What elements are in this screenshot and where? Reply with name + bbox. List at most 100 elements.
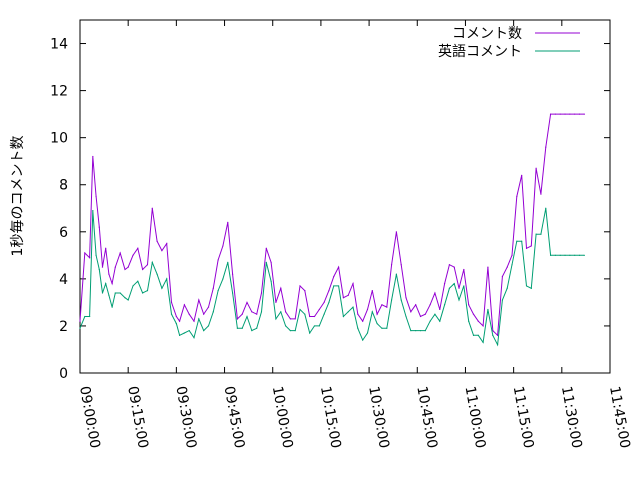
data-point-1 [265,261,267,263]
data-point-1 [578,254,581,256]
data-point-0 [424,313,426,315]
data-point-1 [151,261,153,263]
data-point-0 [95,195,97,198]
data-point-1 [487,308,489,311]
data-point-1 [323,313,325,315]
series-line-0 [79,113,585,337]
data-point-0 [309,315,311,318]
data-point-1 [79,327,81,329]
data-point-1 [313,325,316,327]
data-point-1 [574,254,576,256]
x-tick-label: 09:45:00 [221,385,248,450]
data-point-1 [443,304,446,306]
data-point-0 [559,113,561,115]
data-point-1 [256,327,258,329]
data-point-0 [294,318,296,320]
data-point-0 [188,313,190,315]
data-point-1 [506,287,508,289]
data-point-0 [284,311,287,313]
data-point-1 [530,287,532,289]
data-point-1 [132,285,134,287]
data-point-1 [236,327,238,329]
data-point-1 [318,325,320,327]
data-point-0 [265,247,267,249]
data-point-0 [390,264,393,266]
data-point-1 [101,292,104,294]
data-point-0 [525,247,528,249]
data-point-0 [89,257,91,259]
data-point-1 [419,330,422,332]
data-point-1 [227,261,229,263]
data-point-0 [79,320,81,322]
x-tick-label: 10:00:00 [269,385,296,450]
data-point-1 [448,287,450,289]
data-point-1 [559,254,561,256]
data-point-1 [439,320,441,322]
data-point-0 [405,297,407,299]
data-point-0 [270,261,272,263]
data-point-0 [583,113,585,115]
y-tick-label: 10 [50,131,68,147]
data-point-0 [198,299,200,301]
data-point-1 [458,299,460,301]
data-point-0 [535,167,537,169]
data-point-1 [549,254,552,256]
data-point-0 [569,113,571,115]
data-point-1 [352,306,354,308]
data-point-0 [161,250,163,252]
data-point-0 [289,318,291,320]
data-point-1 [193,337,195,339]
data-point-0 [482,325,484,327]
data-point-1 [328,301,330,303]
data-point-1 [554,254,556,256]
data-point-0 [477,320,479,322]
data-point-0 [352,282,354,285]
data-point-0 [127,266,129,268]
data-point-0 [105,247,107,249]
x-tick-label: 10:30:00 [365,385,392,450]
data-point-1 [217,290,219,292]
data-point-0 [175,315,177,318]
data-point-0 [578,113,581,115]
data-point-0 [429,304,431,306]
data-point-1 [127,299,129,301]
data-point-0 [119,252,121,254]
data-point-0 [170,301,173,303]
data-point-1 [137,280,139,282]
data-point-1 [405,315,407,318]
data-point-0 [448,264,450,266]
data-point-1 [400,299,402,301]
y-tick-label: 8 [59,178,68,194]
data-point-1 [188,330,190,332]
data-point-1 [95,254,97,256]
data-point-1 [84,315,86,318]
data-point-0 [472,313,475,315]
data-point-1 [105,282,107,285]
data-point-1 [175,322,177,325]
data-point-0 [246,301,248,303]
data-point-1 [183,332,185,334]
data-point-0 [207,306,210,308]
data-point-1 [429,320,431,322]
data-point-1 [371,311,373,313]
data-point-0 [212,287,214,289]
legend-label-0: コメント数 [452,26,522,42]
data-point-1 [284,325,287,327]
data-point-0 [227,221,229,223]
data-point-1 [521,240,523,242]
data-point-1 [178,334,181,336]
data-point-0 [545,146,547,148]
data-point-0 [328,290,330,292]
data-point-1 [362,339,364,341]
data-point-1 [119,292,121,294]
data-point-1 [501,299,503,301]
axes: 0 2 4 6 8 10 12 14 09:00:00 09:15:00 09:30:00 09:45… [50,19,633,450]
data-point-1 [156,273,158,275]
data-point-1 [564,254,566,256]
data-point-0 [357,313,359,315]
data-point-0 [275,301,277,303]
data-point-0 [124,268,126,271]
data-point-0 [511,254,513,256]
